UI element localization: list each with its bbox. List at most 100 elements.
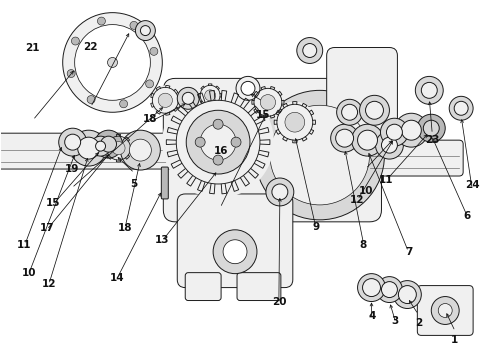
Circle shape (213, 155, 223, 165)
Circle shape (380, 118, 408, 146)
Circle shape (186, 110, 250, 174)
Circle shape (150, 48, 158, 55)
Circle shape (260, 95, 275, 110)
Circle shape (366, 101, 384, 119)
Text: 12: 12 (42, 279, 56, 289)
FancyBboxPatch shape (0, 133, 184, 169)
Circle shape (105, 134, 132, 162)
Text: 10: 10 (359, 186, 373, 196)
Circle shape (454, 101, 468, 115)
Text: 16: 16 (213, 146, 228, 156)
Circle shape (213, 119, 223, 129)
Text: 14: 14 (110, 273, 124, 283)
Circle shape (363, 279, 380, 297)
Circle shape (352, 124, 384, 156)
Text: 11: 11 (17, 239, 32, 249)
Text: 1: 1 (451, 334, 459, 345)
Circle shape (270, 105, 369, 205)
Text: 6: 6 (464, 211, 471, 221)
Circle shape (65, 134, 81, 150)
Circle shape (274, 102, 316, 143)
Circle shape (266, 178, 294, 206)
Circle shape (100, 136, 117, 152)
Circle shape (162, 86, 274, 198)
Text: 2: 2 (415, 319, 422, 328)
Text: 23: 23 (425, 135, 439, 145)
Circle shape (336, 129, 354, 147)
Circle shape (72, 37, 79, 45)
Circle shape (77, 137, 99, 159)
Circle shape (107, 58, 118, 67)
Circle shape (431, 297, 459, 324)
Circle shape (121, 130, 160, 170)
Circle shape (146, 80, 153, 88)
Circle shape (63, 13, 162, 112)
Text: 8: 8 (360, 239, 367, 249)
Circle shape (272, 184, 288, 200)
Circle shape (200, 124, 236, 160)
Circle shape (417, 114, 445, 142)
FancyBboxPatch shape (417, 285, 473, 336)
Circle shape (98, 17, 105, 25)
Circle shape (59, 128, 87, 156)
Text: 18: 18 (143, 114, 157, 124)
Circle shape (358, 130, 377, 150)
Circle shape (74, 24, 150, 100)
Circle shape (177, 87, 199, 109)
Text: 11: 11 (379, 175, 394, 185)
Circle shape (394, 113, 428, 147)
Circle shape (401, 120, 421, 140)
Circle shape (129, 139, 151, 161)
Circle shape (87, 95, 95, 104)
Text: 9: 9 (312, 222, 319, 231)
Circle shape (135, 21, 155, 41)
Circle shape (449, 96, 473, 120)
FancyBboxPatch shape (161, 167, 168, 199)
Text: 4: 4 (368, 311, 376, 320)
Circle shape (130, 21, 138, 30)
Circle shape (360, 95, 390, 125)
Text: 12: 12 (350, 195, 365, 205)
Text: 18: 18 (118, 224, 133, 233)
Circle shape (342, 104, 358, 120)
FancyBboxPatch shape (163, 78, 382, 222)
Circle shape (231, 137, 241, 147)
Circle shape (67, 69, 75, 77)
Text: 3: 3 (392, 316, 399, 325)
Circle shape (95, 130, 122, 158)
FancyBboxPatch shape (327, 48, 397, 138)
Circle shape (285, 112, 305, 132)
Circle shape (205, 90, 216, 101)
Circle shape (255, 90, 385, 220)
Circle shape (223, 240, 247, 264)
Circle shape (393, 280, 421, 309)
Circle shape (198, 84, 221, 107)
Circle shape (376, 276, 402, 302)
Text: 21: 21 (25, 44, 40, 53)
Circle shape (358, 274, 386, 302)
Circle shape (236, 76, 260, 100)
Circle shape (91, 136, 111, 156)
Text: 17: 17 (40, 224, 54, 233)
Circle shape (416, 76, 443, 104)
Text: 19: 19 (65, 164, 79, 174)
Circle shape (141, 26, 150, 36)
Circle shape (382, 282, 397, 298)
Text: 5: 5 (130, 179, 138, 189)
Circle shape (182, 92, 194, 104)
Text: 15: 15 (46, 198, 60, 208)
Text: 7: 7 (405, 247, 412, 257)
Circle shape (195, 137, 205, 147)
Circle shape (96, 141, 105, 151)
Circle shape (421, 82, 437, 98)
Circle shape (241, 81, 255, 95)
Circle shape (213, 230, 257, 274)
Circle shape (158, 93, 172, 107)
Circle shape (337, 99, 363, 125)
Circle shape (120, 100, 127, 108)
Circle shape (375, 131, 403, 159)
Circle shape (423, 120, 439, 136)
Circle shape (112, 141, 125, 155)
Circle shape (176, 100, 260, 184)
Circle shape (71, 130, 106, 166)
